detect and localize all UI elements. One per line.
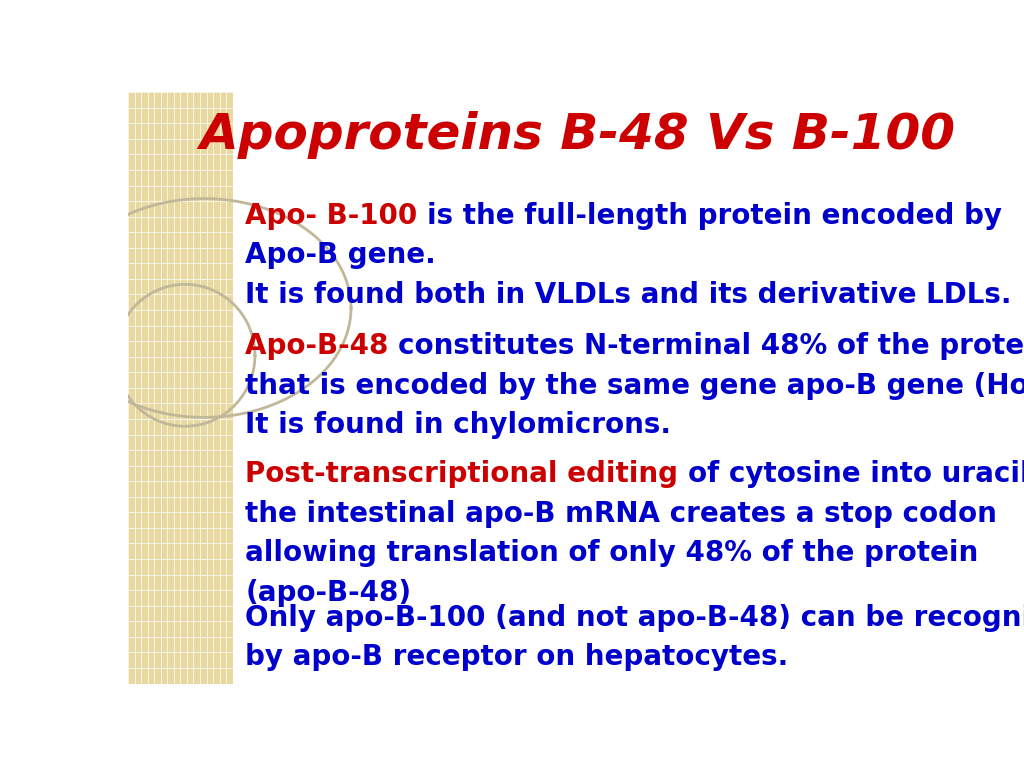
Bar (128, 92, 232, 684)
Text: It is found in chylomicrons.: It is found in chylomicrons. (246, 412, 672, 439)
Text: of cytosine into uracil in: of cytosine into uracil in (688, 460, 1024, 488)
Text: Post-transcriptional editing: Post-transcriptional editing (246, 460, 688, 488)
Text: Apo-B gene.: Apo-B gene. (246, 241, 436, 269)
Text: is the full-length protein encoded by: is the full-length protein encoded by (427, 201, 1002, 230)
Text: (apo-B-48): (apo-B-48) (246, 579, 412, 607)
Text: Only apo-B-100 (and not apo-B-48) can be recognized: Only apo-B-100 (and not apo-B-48) can be… (246, 604, 1024, 632)
Text: constitutes N-terminal 48% of the protein: constitutes N-terminal 48% of the protei… (398, 333, 1024, 360)
Text: Apo-B-48: Apo-B-48 (246, 333, 398, 360)
Text: It is found both in VLDLs and its derivative LDLs.: It is found both in VLDLs and its deriva… (246, 281, 1012, 309)
Text: by apo-B receptor on hepatocytes.: by apo-B receptor on hepatocytes. (246, 644, 788, 671)
Text: Apoproteins B-48 Vs B-100: Apoproteins B-48 Vs B-100 (200, 111, 955, 159)
Text: that is encoded by the same gene apo-B gene (How?).: that is encoded by the same gene apo-B g… (246, 372, 1024, 400)
Text: allowing translation of only 48% of the protein: allowing translation of only 48% of the … (246, 539, 979, 568)
Text: Apo- B-100: Apo- B-100 (246, 201, 427, 230)
Text: the intestinal apo-B mRNA creates a stop codon: the intestinal apo-B mRNA creates a stop… (246, 500, 997, 528)
